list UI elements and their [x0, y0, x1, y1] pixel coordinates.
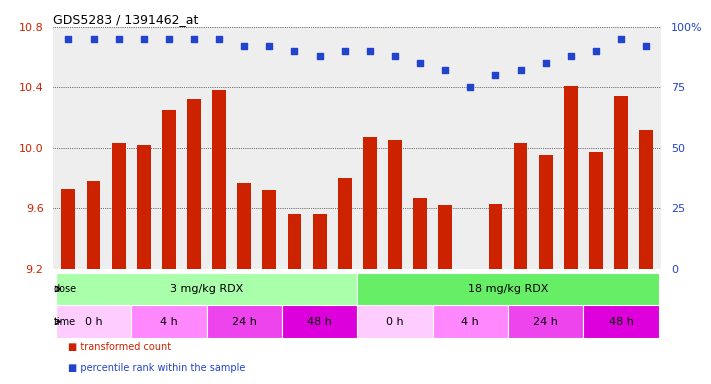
Bar [137, 145, 151, 269]
Text: 24 h: 24 h [533, 316, 558, 327]
Text: GDS5283 / 1391462_at: GDS5283 / 1391462_at [53, 13, 198, 26]
Point [439, 67, 451, 73]
Point [213, 36, 225, 42]
Point [339, 48, 351, 54]
Bar [237, 183, 251, 269]
Text: 48 h: 48 h [609, 316, 634, 327]
Text: ■ transformed count: ■ transformed count [68, 342, 171, 352]
Point [490, 72, 501, 78]
Point [464, 84, 476, 91]
Bar [388, 140, 402, 269]
Bar [212, 90, 226, 269]
Bar [614, 96, 628, 269]
Bar [61, 189, 75, 269]
Point [188, 36, 200, 42]
Bar [639, 130, 653, 269]
Point [164, 36, 175, 42]
Bar [413, 198, 427, 269]
Text: 3 mg/kg RDX: 3 mg/kg RDX [170, 284, 243, 294]
Text: time: time [53, 316, 75, 327]
Point [264, 43, 275, 49]
Bar [432, 305, 508, 338]
Bar [207, 305, 282, 338]
Point [63, 36, 74, 42]
Bar [262, 190, 277, 269]
Point [615, 36, 626, 42]
Bar [56, 305, 132, 338]
Point [113, 36, 124, 42]
Bar [187, 99, 201, 269]
Point [565, 53, 577, 59]
Bar [282, 305, 357, 338]
Text: 18 mg/kg RDX: 18 mg/kg RDX [468, 284, 548, 294]
Point [239, 43, 250, 49]
Point [289, 48, 300, 54]
Point [138, 36, 149, 42]
Text: dose: dose [53, 284, 77, 294]
Bar [87, 181, 100, 269]
Point [515, 67, 526, 73]
Bar [287, 214, 301, 269]
Text: ■ percentile rank within the sample: ■ percentile rank within the sample [68, 363, 245, 373]
Bar [162, 110, 176, 269]
Bar [539, 156, 552, 269]
Text: 4 h: 4 h [461, 316, 479, 327]
Point [314, 53, 326, 59]
Text: 4 h: 4 h [160, 316, 178, 327]
Point [364, 48, 375, 54]
Bar [438, 205, 452, 269]
Point [540, 60, 551, 66]
Point [641, 43, 652, 49]
Point [415, 60, 426, 66]
Bar [338, 178, 352, 269]
Point [389, 53, 400, 59]
Bar [313, 214, 326, 269]
Text: 0 h: 0 h [386, 316, 404, 327]
Text: 24 h: 24 h [232, 316, 257, 327]
Bar [564, 86, 578, 269]
Bar [513, 143, 528, 269]
Bar [357, 305, 432, 338]
Bar [583, 305, 658, 338]
Bar [357, 273, 658, 305]
Bar [363, 137, 377, 269]
Text: 0 h: 0 h [85, 316, 102, 327]
Bar [132, 305, 207, 338]
Bar [508, 305, 583, 338]
Text: 48 h: 48 h [307, 316, 332, 327]
Bar [589, 152, 603, 269]
Bar [112, 143, 126, 269]
Bar [56, 273, 357, 305]
Bar [488, 204, 503, 269]
Point [88, 36, 100, 42]
Point [590, 48, 602, 54]
